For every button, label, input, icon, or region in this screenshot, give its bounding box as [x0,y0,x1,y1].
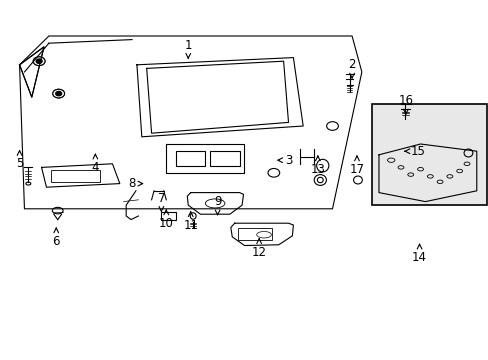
Circle shape [33,57,45,66]
Text: 1: 1 [184,39,192,58]
Bar [51,170,100,182]
Text: 12: 12 [251,239,266,258]
Text: 11: 11 [183,212,198,231]
Text: 13: 13 [310,156,325,176]
Bar [210,151,239,166]
Text: 14: 14 [411,244,426,264]
Polygon shape [20,47,44,97]
Text: 8: 8 [128,177,142,190]
Circle shape [53,89,64,98]
Text: 5: 5 [16,150,23,170]
Text: 4: 4 [91,154,99,174]
Circle shape [267,168,279,177]
Text: 2: 2 [347,58,355,78]
Circle shape [36,59,42,63]
Text: 7: 7 [157,192,165,211]
Circle shape [33,57,45,66]
Bar [238,228,272,240]
Text: 6: 6 [52,228,60,248]
Text: 10: 10 [159,210,173,230]
Text: 17: 17 [349,156,364,176]
Text: 15: 15 [404,145,425,158]
Text: 3: 3 [277,154,292,167]
Text: 9: 9 [213,195,221,215]
Bar [161,212,176,220]
Circle shape [326,122,338,130]
Circle shape [53,89,64,98]
Bar [371,104,486,205]
Bar [176,151,205,166]
Circle shape [56,91,61,96]
Text: 16: 16 [398,94,412,114]
